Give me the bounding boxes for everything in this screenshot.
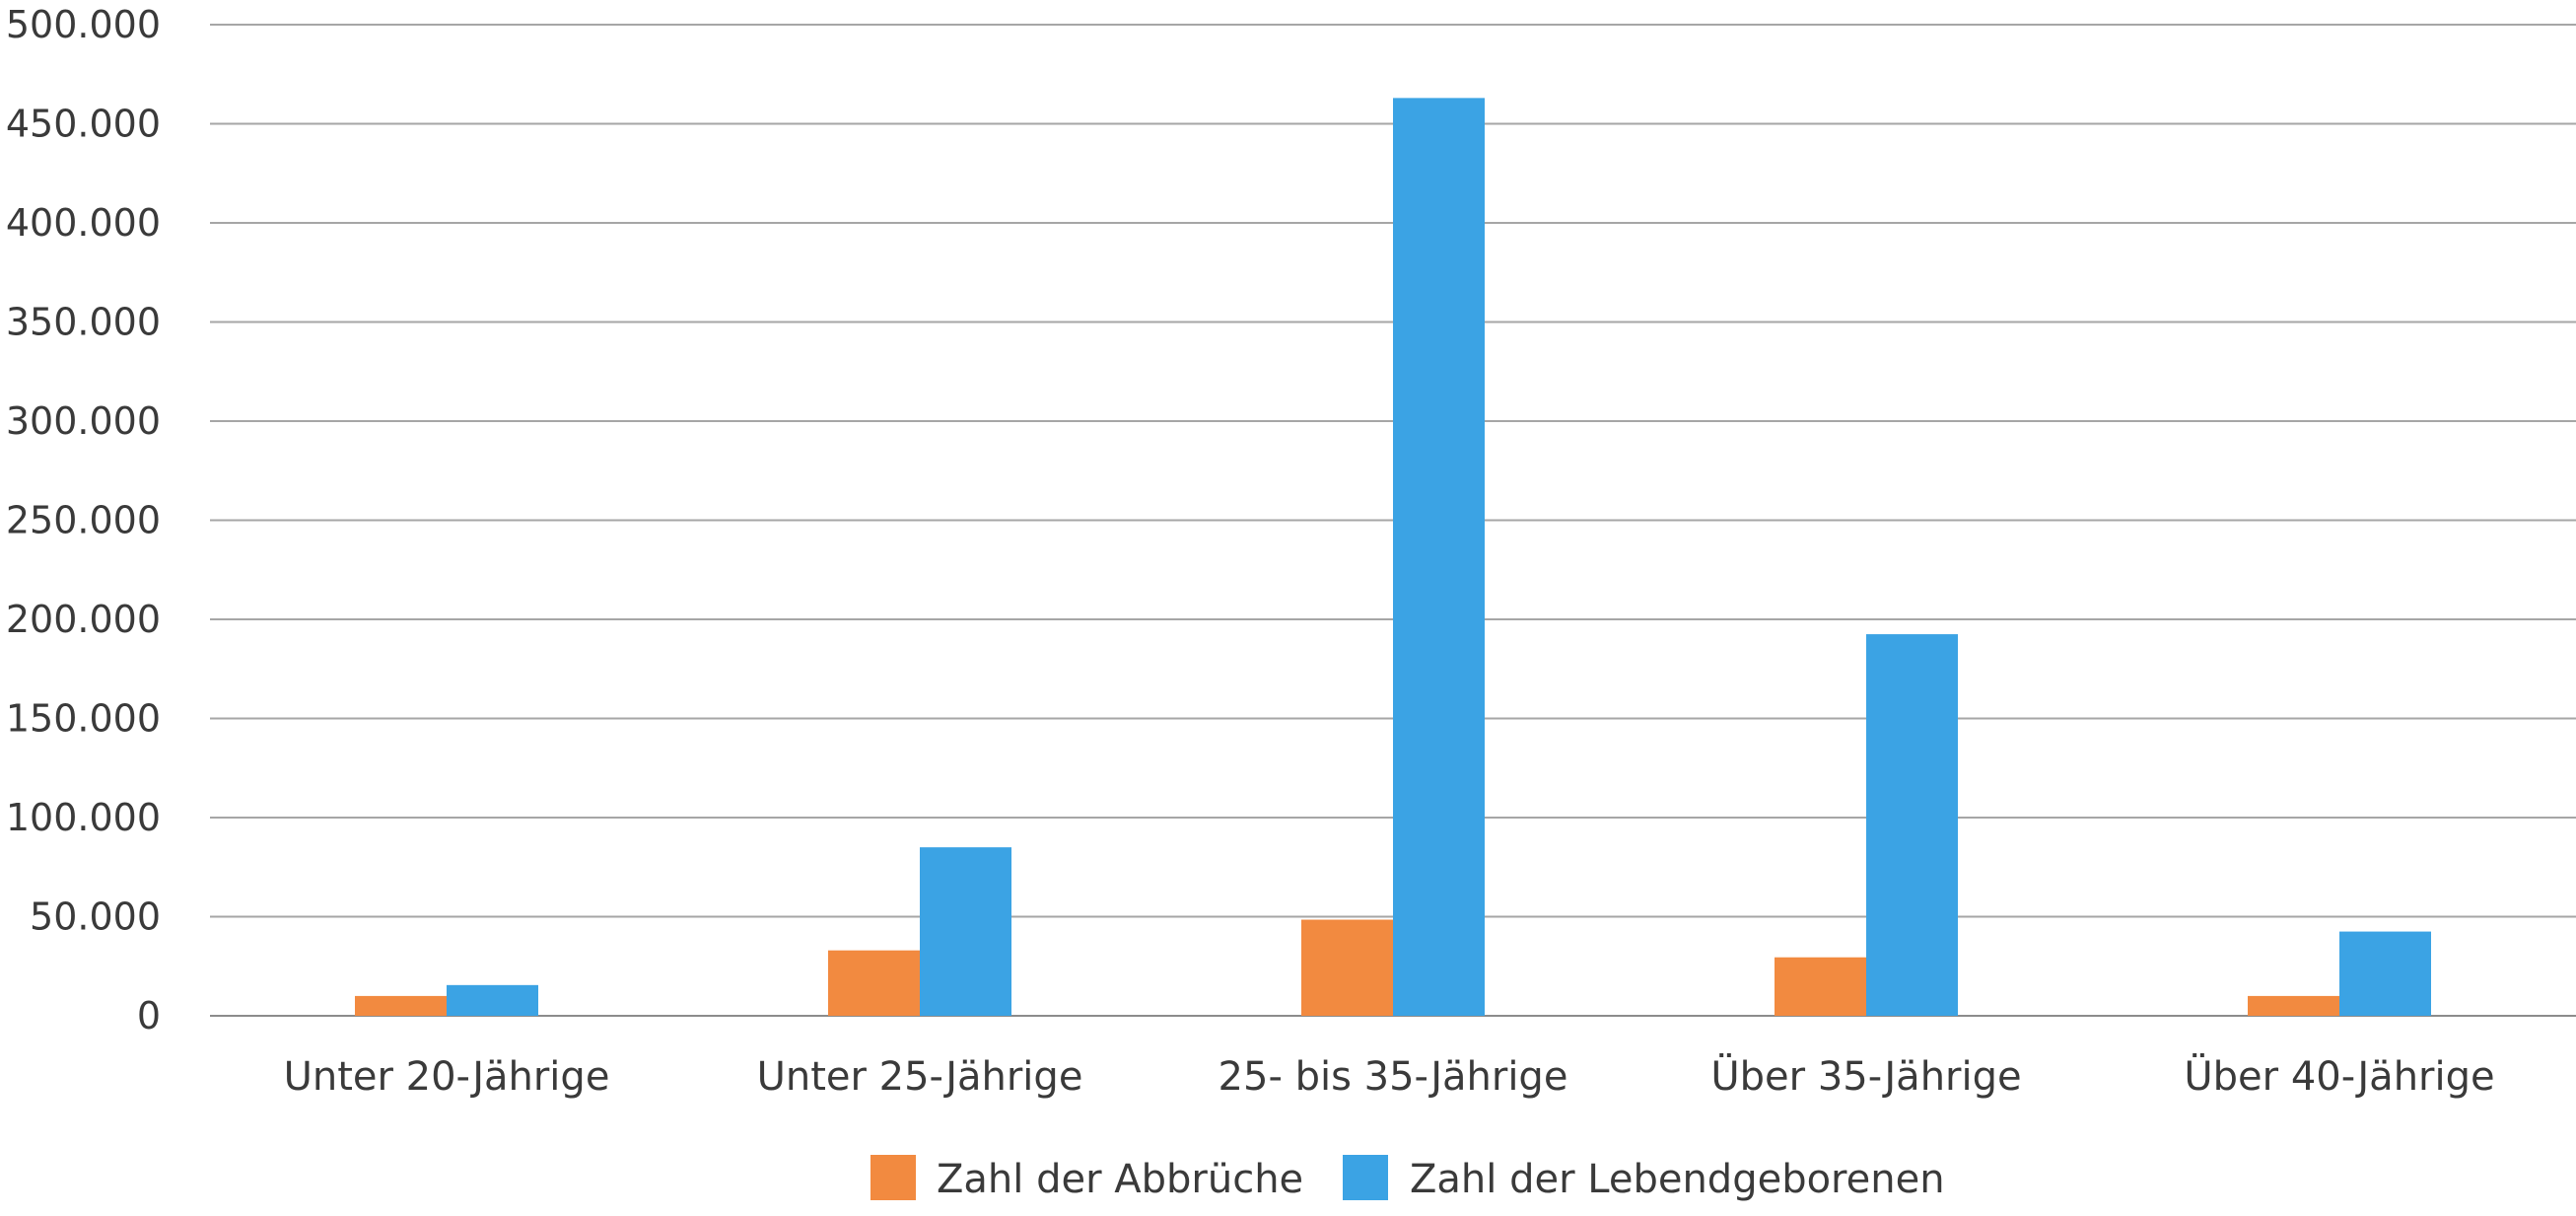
x-tick-label: 25- bis 35-Jährige <box>1218 1054 1568 1100</box>
bar-lebendgeborene <box>1866 634 1958 1016</box>
bar-lebendgeborene <box>920 847 1011 1016</box>
legend-label: Zahl der Abbrüche <box>937 1157 1303 1202</box>
bar-abbrueche <box>2248 995 2339 1016</box>
y-tick-label: 250.000 <box>6 499 161 542</box>
bar-lebendgeborene <box>447 984 538 1016</box>
y-tick-label: 400.000 <box>6 201 161 245</box>
y-tick-label: 350.000 <box>6 301 161 344</box>
bar-abbrueche <box>1775 957 1866 1016</box>
legend-swatch <box>870 1155 916 1200</box>
bar-abbrueche <box>1301 919 1393 1016</box>
legend-item: Zahl der Lebendgeborenen <box>1343 1155 1945 1202</box>
y-tick-label: 50.000 <box>30 895 161 939</box>
legend-swatch <box>1343 1155 1388 1200</box>
y-tick-label: 200.000 <box>6 598 161 641</box>
bars <box>355 98 2431 1017</box>
y-tick-label: 150.000 <box>6 697 161 741</box>
bar-abbrueche <box>828 950 920 1016</box>
bar-lebendgeborene <box>2339 931 2431 1016</box>
y-tick-label: 0 <box>137 994 161 1037</box>
x-tick-label: Über 40-Jährige <box>2184 1052 2494 1100</box>
x-tick-label: Über 35-Jährige <box>1710 1052 2021 1100</box>
y-tick-label: 100.000 <box>6 796 161 839</box>
legend-label: Zahl der Lebendgeborenen <box>1410 1157 1945 1202</box>
x-axis-tick-labels: Unter 20-Jährige Unter 25-Jährige 25- bis … <box>284 1052 2495 1100</box>
y-tick-label: 500.000 <box>6 3 161 46</box>
x-tick-label: Unter 25-Jährige <box>757 1054 1083 1100</box>
y-tick-label: 300.000 <box>6 399 161 443</box>
legend: Zahl der Abbrüche Zahl der Lebendgeborene… <box>870 1155 1945 1202</box>
legend-item: Zahl der Abbrüche <box>870 1155 1303 1202</box>
y-axis-tick-labels: 0 50.000 100.000 150.000 200.000 250.000 300.0… <box>6 3 161 1037</box>
bar-lebendgeborene <box>1393 98 1485 1017</box>
y-tick-label: 450.000 <box>6 103 161 146</box>
x-tick-label: Unter 20-Jährige <box>284 1054 610 1100</box>
bar-abbrueche <box>355 995 447 1016</box>
